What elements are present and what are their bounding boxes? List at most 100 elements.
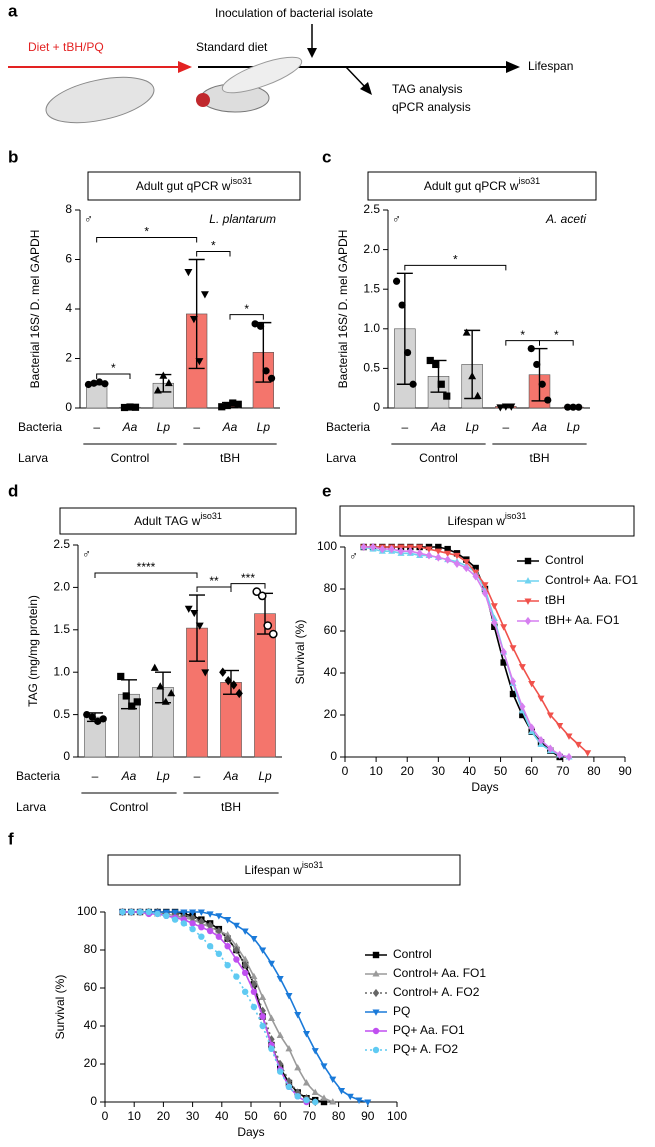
series-line	[122, 911, 307, 1103]
data-point	[392, 277, 401, 285]
analysis-arrow	[345, 66, 367, 89]
data-point	[171, 909, 179, 916]
significance-bracket	[96, 373, 131, 380]
title-box	[107, 854, 461, 886]
x-tick-label: –	[193, 420, 200, 434]
y-tick-label: 1.0	[363, 321, 380, 335]
analysis-label: TAG analysis	[392, 82, 462, 96]
data-point	[206, 911, 214, 918]
data-point	[119, 908, 126, 916]
data-point	[294, 1093, 301, 1100]
series-line	[122, 911, 316, 1103]
y-tick-label: 100	[317, 539, 337, 553]
title-box	[339, 505, 635, 537]
diet-label: Standard diet	[196, 40, 268, 54]
data-point	[233, 956, 240, 963]
data-point	[276, 1031, 284, 1039]
data-point	[84, 380, 93, 389]
data-point	[128, 702, 136, 710]
data-point	[122, 692, 130, 700]
significance-label: *	[144, 225, 149, 239]
data-point	[189, 920, 196, 927]
x-tick-label: 100	[387, 1109, 407, 1123]
data-point	[167, 689, 176, 697]
x-tick-label: –	[401, 420, 408, 434]
legend-label: Control	[393, 947, 432, 961]
data-point	[161, 697, 170, 705]
data-point	[180, 909, 188, 916]
data-point	[311, 1048, 319, 1055]
arrow-head	[360, 82, 372, 95]
data-point	[294, 1088, 301, 1097]
data-point	[403, 348, 412, 357]
data-point	[224, 962, 231, 969]
data-point	[256, 322, 265, 330]
title-text: Adult gut qPCR w	[136, 179, 231, 193]
data-point	[527, 345, 535, 353]
y-tick-label: 0	[63, 749, 70, 763]
y-tick-label: 20	[84, 1056, 98, 1070]
data-point	[117, 672, 125, 681]
data-point	[435, 553, 442, 562]
data-point	[224, 943, 231, 950]
data-point	[136, 908, 144, 916]
data-point	[372, 1009, 380, 1016]
species-annotation: A. aceti	[545, 212, 586, 226]
data-point	[547, 744, 554, 753]
group-label: Control	[419, 451, 458, 465]
sex-symbol: ♂	[82, 547, 91, 561]
x-tick-label: Lp	[465, 420, 479, 434]
data-point	[200, 291, 209, 299]
significance-label: *	[111, 361, 116, 375]
x-tick-label: Lp	[257, 420, 271, 434]
data-point	[338, 1088, 346, 1095]
chart-title: Adult gut qPCR wiso31	[136, 176, 252, 193]
data-point	[95, 378, 104, 386]
data-point	[432, 360, 440, 369]
x-tick-label: 90	[618, 764, 632, 778]
fly-eye	[196, 93, 210, 107]
x-tick-label: 10	[128, 1109, 142, 1123]
data-point	[524, 577, 532, 584]
data-point	[509, 645, 517, 652]
sex-symbol: ♂	[84, 212, 93, 226]
title-box	[367, 171, 597, 201]
data-point	[268, 1045, 275, 1053]
data-point	[259, 1022, 266, 1030]
x-axis-label: Days	[471, 780, 498, 794]
title-superscript: iso31	[519, 176, 541, 186]
data-point	[372, 970, 380, 977]
data-point	[190, 609, 199, 618]
significance-bracket	[96, 237, 198, 243]
data-point	[537, 695, 545, 703]
data-point	[472, 564, 479, 572]
data-point	[575, 403, 583, 411]
group-label: Control	[111, 451, 150, 465]
data-point	[133, 698, 141, 706]
data-point	[500, 659, 507, 666]
significance-bracket	[404, 264, 507, 271]
data-point	[224, 934, 231, 943]
data-point	[524, 557, 532, 565]
data-point	[564, 403, 572, 411]
data-point	[189, 925, 196, 933]
y-tick-label: 1.0	[53, 664, 70, 678]
data-point	[250, 988, 258, 995]
data-point	[329, 1076, 337, 1084]
x-tick-label: 40	[215, 1109, 229, 1123]
data-point	[443, 392, 451, 400]
data-point	[219, 667, 227, 677]
data-point	[519, 702, 526, 711]
data-point	[444, 550, 452, 558]
data-point	[369, 542, 377, 552]
series-line	[363, 546, 570, 758]
legend-label: tBH+ Aa. FO1	[545, 613, 620, 627]
data-point	[437, 380, 445, 388]
data-point	[232, 922, 240, 930]
data-point	[120, 403, 129, 412]
data-point	[565, 752, 573, 762]
significance-bracket	[94, 572, 198, 579]
y-tick-label: 100	[77, 904, 97, 918]
x-tick-label: 60	[274, 1109, 288, 1123]
